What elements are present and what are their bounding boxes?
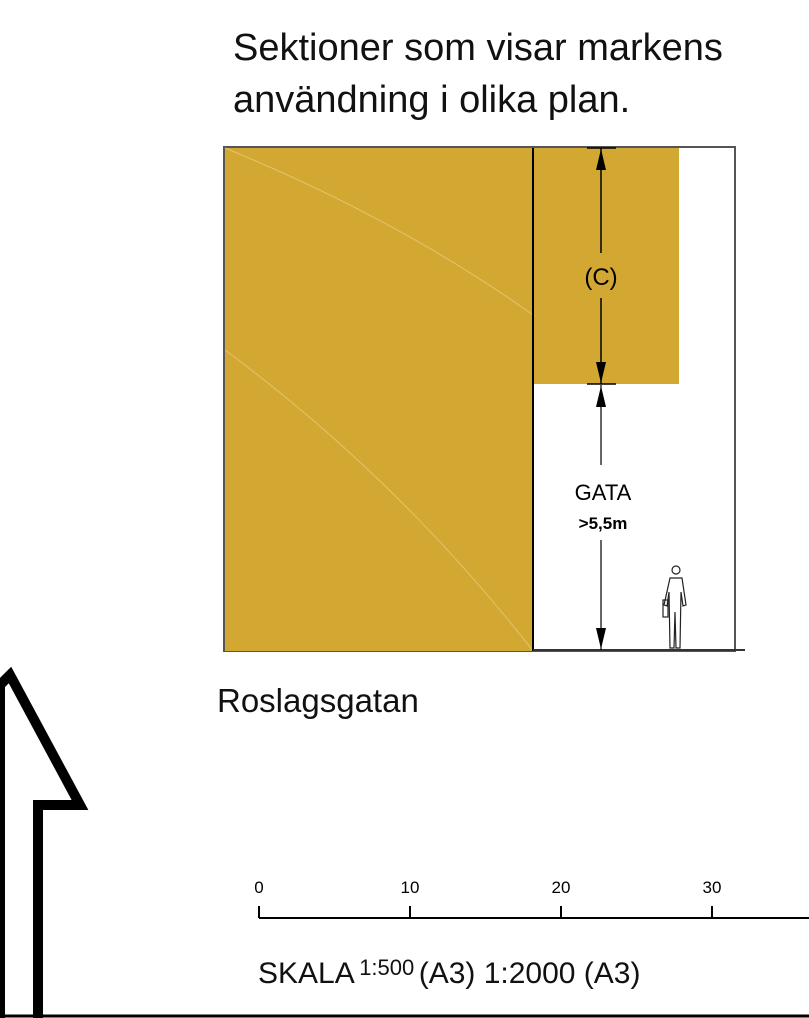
scale-tick-label: 20 — [552, 878, 571, 897]
arrowhead — [596, 149, 606, 170]
upper-space-label: (C) — [584, 264, 617, 291]
hatch-line — [224, 147, 534, 316]
scale-tick-label: 0 — [254, 878, 263, 897]
title-line-2: användning i olika plan. — [233, 79, 631, 121]
arrowhead — [596, 628, 606, 649]
pedestrian-icon — [662, 565, 687, 649]
hatch-line — [224, 349, 534, 652]
scale-bar — [258, 906, 809, 919]
scale-tick-label: 10 — [401, 878, 420, 897]
page-title: Sektioner som visar markens användning i… — [233, 22, 803, 126]
scale-label: SKALA 1:500 (A3) 1:2000 (A3) — [258, 955, 640, 991]
arrowhead — [596, 362, 606, 383]
scale-label-rest: (A3) 1:2000 (A3) — [418, 957, 641, 990]
title-line-1: Sektioner som visar markens — [233, 27, 723, 69]
arrowhead — [596, 386, 606, 407]
street-height-label: >5,5m — [579, 514, 628, 533]
street-label: GATA — [575, 480, 632, 505]
scale-ratio-small: 1:500 — [359, 955, 415, 980]
north-arrow-icon — [0, 666, 89, 1018]
building-block-upper — [533, 148, 679, 384]
building-block-left — [225, 148, 533, 651]
scale-label-prefix: SKALA — [258, 957, 355, 990]
street-name: Roslagsgatan — [217, 682, 419, 719]
scale-tick-label: 30 — [703, 878, 722, 897]
